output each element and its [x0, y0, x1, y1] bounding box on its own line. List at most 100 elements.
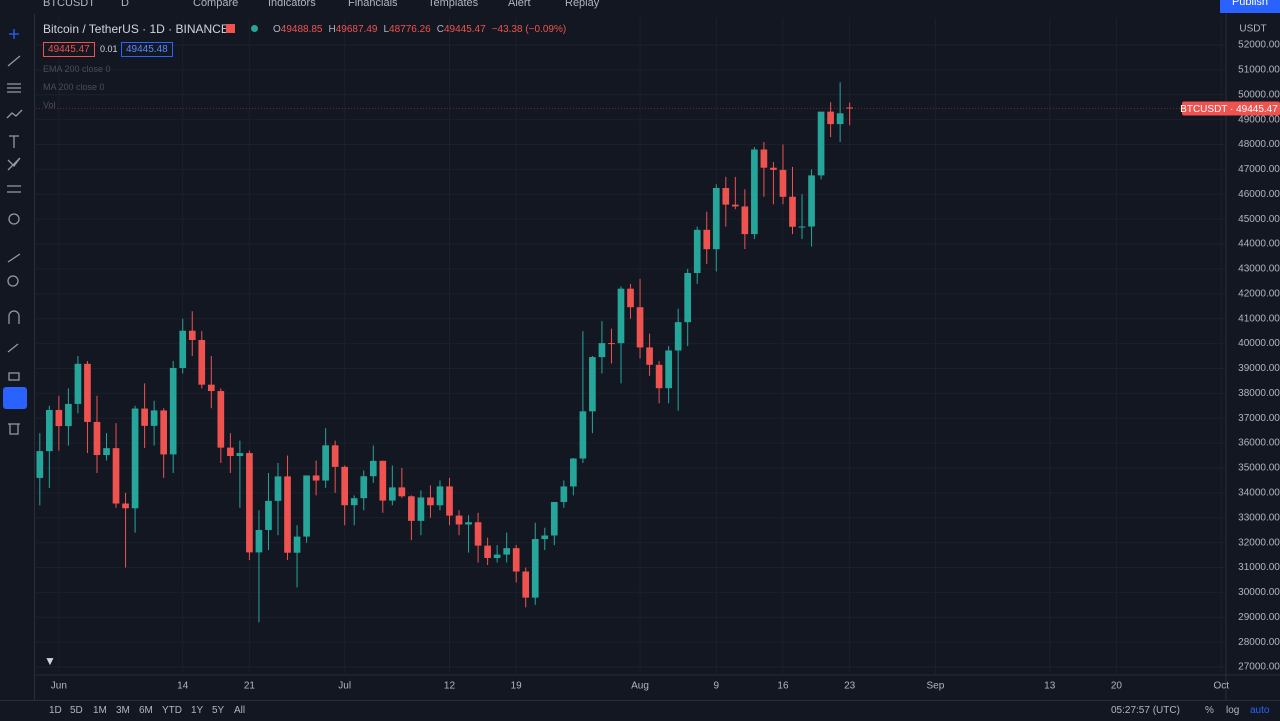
candle-body — [274, 476, 282, 501]
toolbar-item[interactable]: Replay — [565, 0, 600, 9]
trash-icon[interactable] — [8, 423, 20, 435]
y-tick-label: 38000.00 — [1238, 388, 1280, 399]
candle-body — [350, 498, 358, 506]
x-tick-label: 14 — [177, 681, 189, 692]
x-tick-label: 21 — [244, 681, 256, 692]
range-button[interactable]: 3M — [116, 705, 130, 716]
emoji-icon[interactable] — [8, 213, 20, 225]
candle-body — [589, 357, 596, 412]
candle-body — [169, 367, 177, 455]
y-tick-label: 28000.00 — [1238, 637, 1280, 648]
candle-body — [751, 149, 758, 235]
candle-body — [808, 175, 815, 227]
x-tick-label: 16 — [777, 681, 789, 692]
axis-option[interactable]: auto — [1250, 705, 1270, 716]
range-button[interactable]: 1Y — [191, 705, 204, 716]
price-tag-label: BTCUSDT · 49445.47 — [1180, 104, 1278, 115]
toolbar-item[interactable]: Alert — [508, 0, 531, 9]
clock: 05:27:57 (UTC) — [1111, 705, 1180, 716]
candle-body — [503, 548, 510, 555]
range-button[interactable]: YTD — [162, 705, 182, 716]
trendline-icon[interactable] — [7, 55, 21, 67]
candle-body — [550, 501, 558, 536]
candle-body — [836, 113, 844, 125]
candle-body — [484, 545, 491, 558]
y-tick-label: 37000.00 — [1238, 413, 1280, 424]
visibility-icon[interactable] — [3, 387, 27, 409]
x-tick-label: Sep — [927, 681, 945, 692]
range-button[interactable]: All — [234, 705, 246, 716]
y-tick-label: 49000.00 — [1238, 114, 1280, 125]
candle-body — [293, 536, 301, 553]
toolbar-item[interactable]: Financials — [348, 0, 398, 9]
ohlc: O49488.85 H49687.49 L48776.26 C49445.47 −43.… — [273, 24, 566, 35]
study-label: Vol — [43, 100, 56, 110]
range-button[interactable]: 6M — [139, 705, 153, 716]
ohlc-value: 49445.47 — [443, 24, 486, 35]
flag[interactable] — [226, 24, 235, 33]
prediction-icon[interactable] — [7, 157, 21, 171]
y-tick-label: 47000.00 — [1238, 164, 1280, 175]
bid[interactable]: 49445.47 — [43, 42, 95, 57]
candle-body — [74, 363, 82, 404]
publish-button[interactable]: Publish — [1220, 0, 1280, 13]
y-tick-label: 39000.00 — [1238, 363, 1280, 374]
candle-body — [541, 535, 549, 540]
range-button[interactable]: 5Y — [212, 705, 225, 716]
candle-body — [436, 486, 444, 506]
candle-body — [446, 486, 453, 516]
x-tick-label: 9 — [713, 681, 719, 692]
ruler-icon[interactable] — [7, 253, 21, 263]
interval[interactable]: D — [121, 0, 129, 9]
y-tick-label: 51000.00 — [1238, 65, 1280, 76]
candle-body — [617, 288, 625, 344]
toolbar-item[interactable]: Compare — [193, 0, 239, 9]
candle-body — [817, 111, 825, 176]
range-button[interactable]: 1D — [49, 705, 62, 716]
toolbar-item[interactable]: Templates — [428, 0, 479, 9]
range-button[interactable]: 1M — [93, 705, 107, 716]
candle-body — [760, 149, 768, 168]
candle-body — [207, 384, 215, 392]
ohlc-value: 49687.49 — [335, 24, 378, 35]
price-tag — [1182, 101, 1280, 116]
magnet-icon[interactable] — [8, 310, 20, 324]
candle-body — [322, 445, 329, 481]
y-tick-label: 42000.00 — [1238, 288, 1280, 299]
candle-body — [531, 539, 539, 598]
x-tick-label: Oct — [1213, 681, 1229, 692]
symbol[interactable]: BTCUSDT — [43, 0, 95, 9]
x-tick-label: Aug — [631, 681, 649, 692]
status-dot — [251, 25, 258, 32]
legend-title: Bitcoin / TetherUS · 1D · BINANCE — [43, 22, 229, 36]
candle-body — [103, 448, 110, 456]
range-button[interactable]: 5D — [70, 705, 83, 716]
candle-body — [512, 548, 520, 572]
candle-body — [379, 460, 387, 501]
candle-body — [246, 453, 253, 553]
pencil-icon[interactable] — [7, 343, 19, 353]
zoom-icon[interactable] — [7, 275, 19, 287]
candle-body — [93, 421, 101, 456]
fib-icon[interactable] — [7, 83, 21, 93]
y-tick-label: 32000.00 — [1238, 537, 1280, 548]
candle-body — [188, 330, 196, 340]
axis-option[interactable]: % — [1205, 705, 1214, 716]
toolbar-item[interactable]: Indicators — [268, 0, 316, 9]
candle-body — [465, 522, 472, 525]
drawing-toolbar — [0, 14, 35, 700]
candle-body — [474, 522, 482, 546]
candle-body — [703, 229, 711, 250]
lock-icon[interactable] — [8, 372, 20, 381]
x-tick-label: 19 — [511, 681, 523, 692]
crosshair-icon[interactable] — [9, 29, 19, 39]
pattern-icon[interactable] — [6, 109, 23, 119]
candle-body — [655, 364, 663, 389]
candle-body — [265, 500, 272, 530]
ask[interactable]: 49445.48 — [121, 42, 173, 57]
text-icon[interactable] — [9, 135, 19, 148]
axis-option[interactable]: log — [1226, 705, 1240, 716]
shapes-icon[interactable] — [7, 185, 21, 193]
candle-body — [160, 410, 168, 455]
